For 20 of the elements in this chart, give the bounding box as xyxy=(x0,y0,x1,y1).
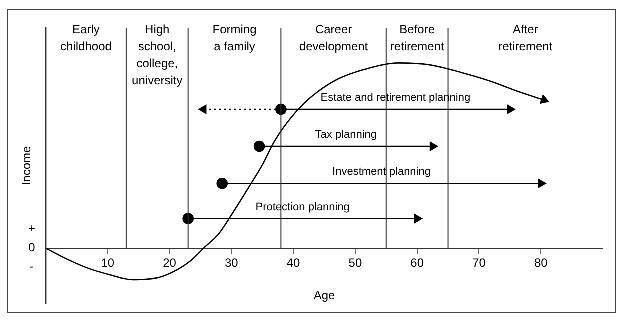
text: Career development xyxy=(299,22,369,54)
text: Early childhood xyxy=(60,22,112,54)
x-axis-title: Age xyxy=(314,288,336,302)
x-tick-label: 70 xyxy=(472,256,486,270)
x-tick-label: 50 xyxy=(348,256,362,270)
x-tick-label: 10 xyxy=(101,256,115,270)
text: After retirement xyxy=(498,22,554,54)
x-tick-label: 60 xyxy=(410,256,424,270)
text: Before retirement xyxy=(390,22,445,54)
x-tick-label: 40 xyxy=(286,256,301,270)
text: 0 xyxy=(28,240,36,255)
x-tick-label: 20 xyxy=(163,256,177,270)
annotation: High school, college, university xyxy=(132,22,183,88)
text: - xyxy=(30,260,34,274)
y-axis-title: Income xyxy=(20,146,34,186)
x-tick-label: 80 xyxy=(534,256,548,270)
x-tick-label: 30 xyxy=(224,256,239,270)
series-label: Tax planning xyxy=(315,129,378,142)
text: + xyxy=(28,222,36,236)
text: Forming a family xyxy=(212,22,257,54)
